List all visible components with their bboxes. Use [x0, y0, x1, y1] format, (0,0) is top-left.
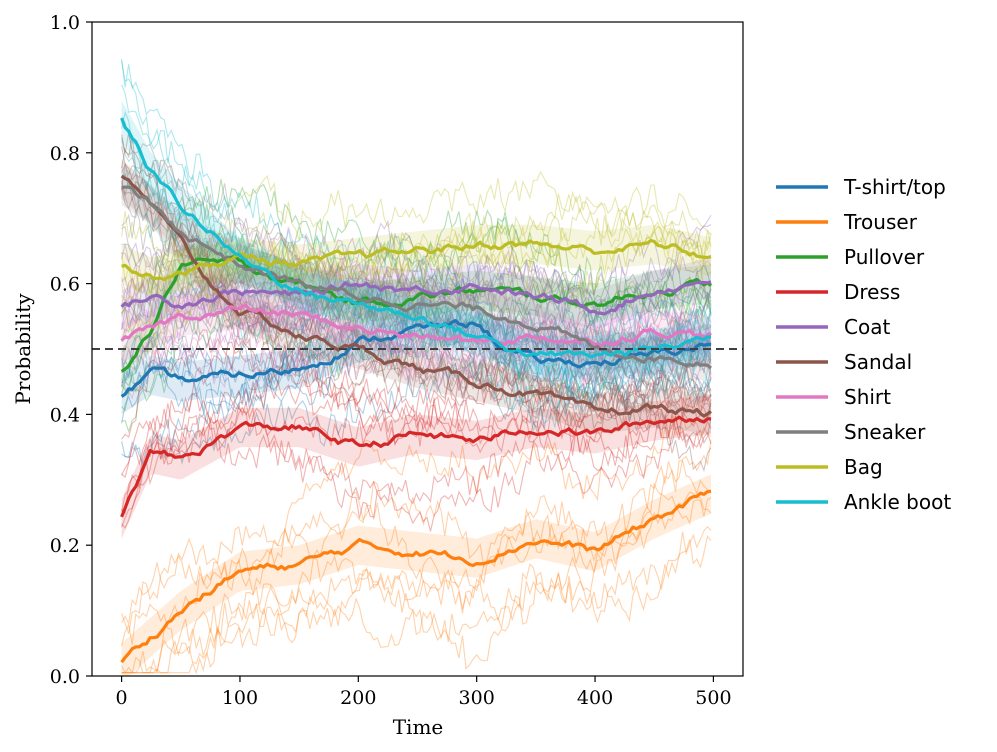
legend-label: Trouser — [843, 210, 918, 234]
sample-trace — [121, 171, 712, 432]
sample-trace — [121, 491, 712, 675]
sample-trace — [121, 220, 712, 332]
legend-label: Pullover — [844, 245, 925, 269]
sample-trace — [121, 246, 712, 329]
legend-label: Bag — [844, 455, 883, 479]
sample-trace — [121, 413, 712, 634]
sample-trace — [121, 179, 712, 353]
sample-trace — [121, 321, 712, 429]
sample-trace — [121, 378, 712, 528]
series-line-Pullover — [120, 254, 712, 373]
legend-label: Sneaker — [844, 420, 926, 444]
x-tick-label: 300 — [459, 687, 495, 709]
sample-trace — [121, 221, 712, 353]
y-tick-label: 0.4 — [50, 404, 80, 426]
band-0 — [121, 303, 712, 415]
sample-trace — [121, 234, 712, 328]
sample-trace — [121, 180, 712, 419]
sample-trace — [121, 261, 712, 469]
sample-trace — [121, 146, 712, 422]
legend-label: Shirt — [844, 385, 891, 409]
sample-trace — [121, 170, 712, 301]
sample-trace — [121, 460, 712, 675]
y-axis-label: Probability — [11, 293, 35, 405]
sample-trace — [121, 117, 712, 365]
sample-trace — [121, 243, 712, 422]
series-lines — [120, 117, 712, 664]
legend-label: T-shirt/top — [843, 175, 946, 199]
sample-trace — [121, 263, 712, 424]
band-7 — [121, 165, 712, 382]
sample-trace — [121, 391, 712, 532]
sample-trace — [121, 297, 712, 390]
sample-trace — [121, 209, 712, 408]
sample-trace — [121, 337, 712, 466]
sample-trace — [121, 439, 712, 626]
series-line-Trouser — [120, 489, 712, 664]
sample-trace — [121, 534, 712, 674]
sample-trace — [121, 132, 712, 420]
sample-trace — [121, 525, 712, 658]
sample-trace — [121, 163, 712, 428]
band-1 — [121, 474, 712, 676]
sample-trace — [121, 239, 712, 364]
sample-trace — [121, 326, 712, 400]
series-line-Shirt — [120, 303, 712, 348]
legend-label: Coat — [844, 315, 890, 339]
y-tick-label: 0.6 — [50, 274, 80, 296]
sample-trace — [121, 224, 712, 354]
series-line-Dress — [120, 415, 712, 518]
sample-trace — [121, 196, 712, 368]
sample-trace — [121, 59, 712, 350]
x-tick-label: 500 — [695, 687, 731, 709]
sample-trace — [121, 257, 712, 391]
series-line-Sandal — [120, 174, 712, 418]
legend-label: Sandal — [844, 350, 912, 374]
legend: T-shirt/top Trouser Pullover Dress Coat Sanda… — [776, 175, 951, 514]
sample-trace — [121, 329, 712, 495]
x-axis: 0 100 200 300 400 500 — [116, 676, 732, 709]
sample-trace — [121, 210, 712, 298]
y-axis: 0.0 0.2 0.4 0.6 0.8 1.0 — [50, 12, 92, 688]
sample-trace — [121, 384, 712, 515]
y-tick-label: 0.8 — [50, 143, 80, 165]
sample-trace — [121, 310, 712, 424]
sample-trace — [121, 278, 712, 434]
sample-trace — [121, 270, 712, 412]
series-line-T-shirt/top — [120, 319, 712, 398]
sample-trace — [121, 212, 712, 303]
series-line-Bag — [121, 238, 712, 282]
y-tick-label: 0.2 — [50, 535, 80, 557]
plot-frame — [91, 21, 744, 677]
x-tick-label: 200 — [340, 687, 376, 709]
sample-trace — [121, 370, 712, 530]
x-tick-label: 400 — [577, 687, 613, 709]
sample-trace — [121, 291, 712, 425]
y-tick-label: 0.0 — [50, 666, 80, 688]
legend-label: Ankle boot — [844, 490, 951, 514]
sample-trace — [121, 341, 712, 479]
band-2 — [121, 244, 712, 389]
x-tick-label: 0 — [116, 687, 128, 709]
sample-trace — [121, 492, 712, 674]
sample-trace — [121, 222, 712, 388]
x-axis-label: Time — [393, 715, 444, 739]
sample-trace — [121, 190, 712, 325]
x-tick-label: 100 — [222, 687, 258, 709]
legend-label: Dress — [844, 280, 900, 304]
y-tick-label: 1.0 — [50, 12, 80, 34]
series-line-Ankle boot — [120, 117, 712, 359]
sample-trace — [121, 110, 712, 405]
